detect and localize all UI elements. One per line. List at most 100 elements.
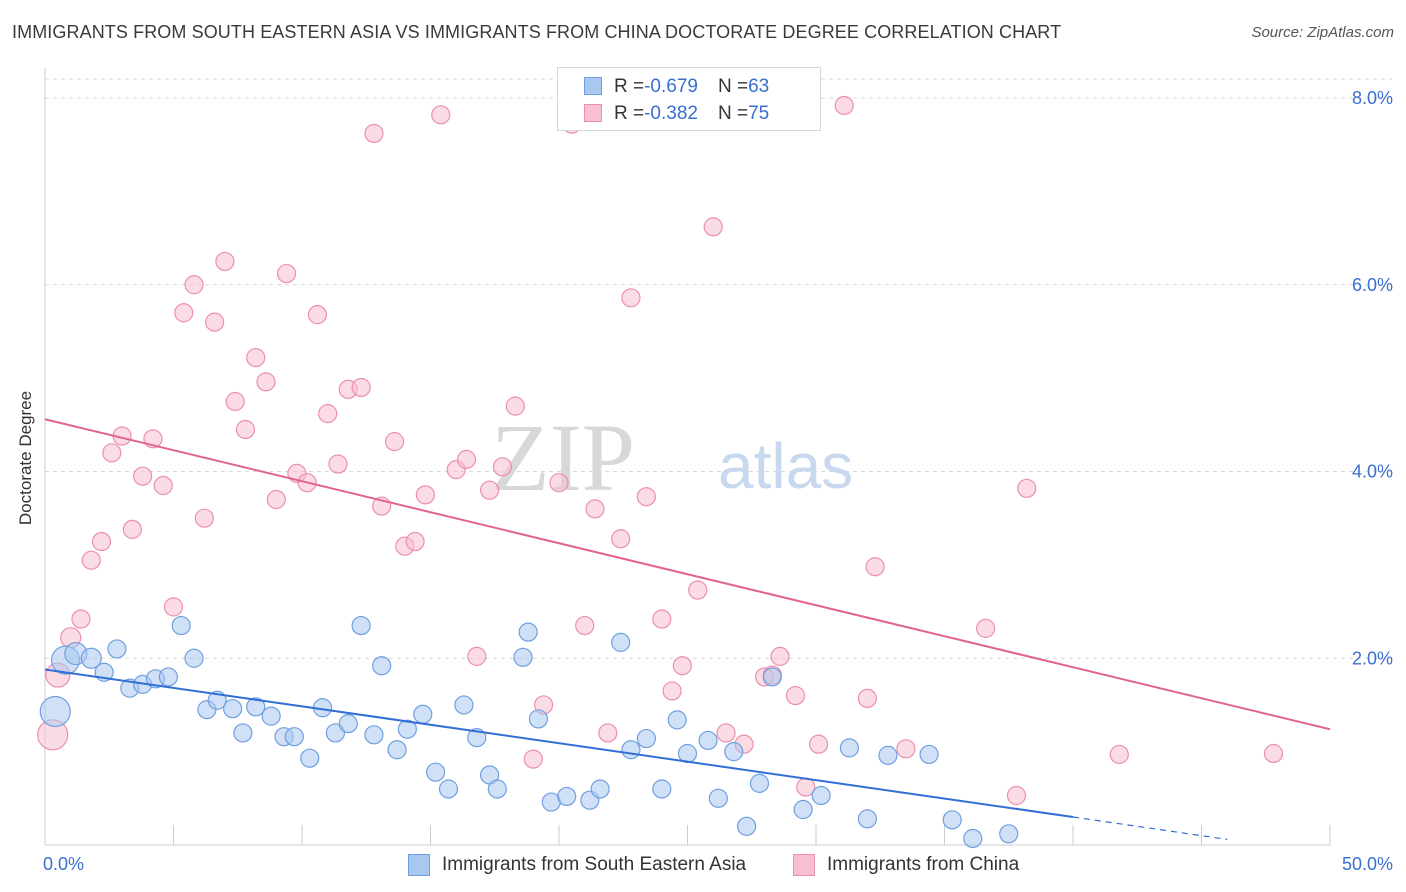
data-point-china <box>266 489 286 510</box>
data-point-china <box>384 432 405 452</box>
legend-n-label: N = <box>717 76 749 97</box>
data-point-china <box>523 749 543 769</box>
data-point-sea <box>963 828 983 849</box>
data-point-sea <box>737 816 757 836</box>
trend-lines <box>44 418 1331 840</box>
trendline-sea <box>44 668 1074 818</box>
data-point-sea <box>621 740 641 760</box>
data-point-china <box>133 466 153 486</box>
legend-r-value: -0.679 <box>644 76 698 97</box>
data-point-sea <box>708 788 728 808</box>
data-point-sea <box>557 786 577 807</box>
x-tick-label: 0.0% <box>43 854 84 874</box>
data-point-sea <box>364 725 384 745</box>
data-points <box>37 95 1284 849</box>
data-point-china <box>652 609 672 629</box>
data-point-china <box>405 531 425 552</box>
data-point-sea <box>839 738 860 758</box>
data-point-sea <box>223 699 243 719</box>
data-point-china <box>834 95 854 116</box>
data-point-sea <box>300 748 320 768</box>
data-point-china <box>91 531 112 552</box>
data-point-sea <box>518 622 538 642</box>
legend-bottom-label-sea: Immigrants from South Eastern Asia <box>442 854 747 875</box>
y-tick-label: 2.0% <box>1352 648 1393 668</box>
data-point-china <box>480 480 500 500</box>
data-point-sea <box>762 667 782 687</box>
data-point-china <box>328 454 348 474</box>
data-point-sea <box>246 697 266 717</box>
watermark: ZIP atlas <box>491 404 853 511</box>
data-point-sea <box>107 639 127 659</box>
data-point-sea <box>338 714 358 734</box>
data-point-china <box>621 288 641 308</box>
data-point-china <box>184 275 204 295</box>
grid-lines <box>45 78 1392 659</box>
data-point-sea <box>611 632 631 652</box>
trendline-china <box>44 418 1331 731</box>
data-point-china <box>102 443 122 463</box>
data-point-sea <box>426 762 446 782</box>
data-point-sea <box>387 740 407 760</box>
data-point-china <box>1263 743 1284 764</box>
data-point-china <box>896 739 916 759</box>
data-point-sea <box>413 704 433 724</box>
trendline-sea-extension <box>1072 816 1228 840</box>
data-point-sea <box>590 779 610 799</box>
data-point-china <box>549 473 569 493</box>
data-point-china <box>246 347 266 368</box>
data-point-china <box>71 609 91 629</box>
legend-row-china: R = -0.382 N = 75 <box>584 102 769 126</box>
data-point-sea <box>438 779 459 799</box>
data-point-sea <box>158 667 178 687</box>
legend-r-value: -0.382 <box>644 103 698 124</box>
data-point-sea <box>878 745 898 765</box>
legend-r-label: R = <box>614 103 645 124</box>
data-point-sea <box>184 648 204 668</box>
data-point-china <box>1017 478 1037 498</box>
data-point-china <box>976 618 996 638</box>
data-point-china <box>857 688 878 709</box>
data-point-sea <box>372 656 392 676</box>
legend-swatch-china <box>584 104 602 122</box>
data-point-china <box>415 485 435 505</box>
data-point-sea <box>698 730 718 751</box>
data-point-china <box>364 123 384 144</box>
data-point-china <box>81 550 101 570</box>
y-tick-label: 8.0% <box>1352 88 1393 108</box>
data-point-china <box>770 646 790 666</box>
data-point-china <box>194 508 214 528</box>
data-point-sea <box>942 810 962 830</box>
data-point-china <box>122 519 142 539</box>
data-point-sea <box>171 615 191 636</box>
data-point-sea <box>80 647 102 669</box>
data-point-china <box>256 372 276 392</box>
data-point-china <box>307 305 328 325</box>
source-label: Source: ZipAtlas.com <box>1251 24 1394 41</box>
watermark-zip: ZIP <box>491 404 635 511</box>
data-point-sea <box>667 710 687 730</box>
data-point-sea <box>636 728 656 749</box>
data-point-china <box>351 377 371 398</box>
data-point-sea <box>857 809 878 829</box>
data-point-china <box>276 263 297 284</box>
data-point-china <box>585 499 605 519</box>
data-point-sea <box>39 695 71 728</box>
watermark-atlas: atlas <box>718 430 853 502</box>
data-point-china <box>1006 785 1027 806</box>
data-point-sea <box>467 728 487 748</box>
data-point-china <box>205 312 225 332</box>
data-point-sea <box>811 785 831 806</box>
data-point-china <box>467 646 487 666</box>
chart-title: IMMIGRANTS FROM SOUTH EASTERN ASIA VS IM… <box>12 22 1062 42</box>
legend-n-label: N = <box>717 103 749 124</box>
data-point-china <box>808 734 829 754</box>
data-point-sea <box>999 824 1019 844</box>
data-point-china <box>672 656 692 676</box>
data-point-china <box>598 723 618 743</box>
data-point-sea <box>261 706 281 726</box>
legend-bottom-swatch-sea <box>408 854 430 876</box>
data-point-china <box>865 557 885 577</box>
data-point-sea <box>351 615 371 636</box>
